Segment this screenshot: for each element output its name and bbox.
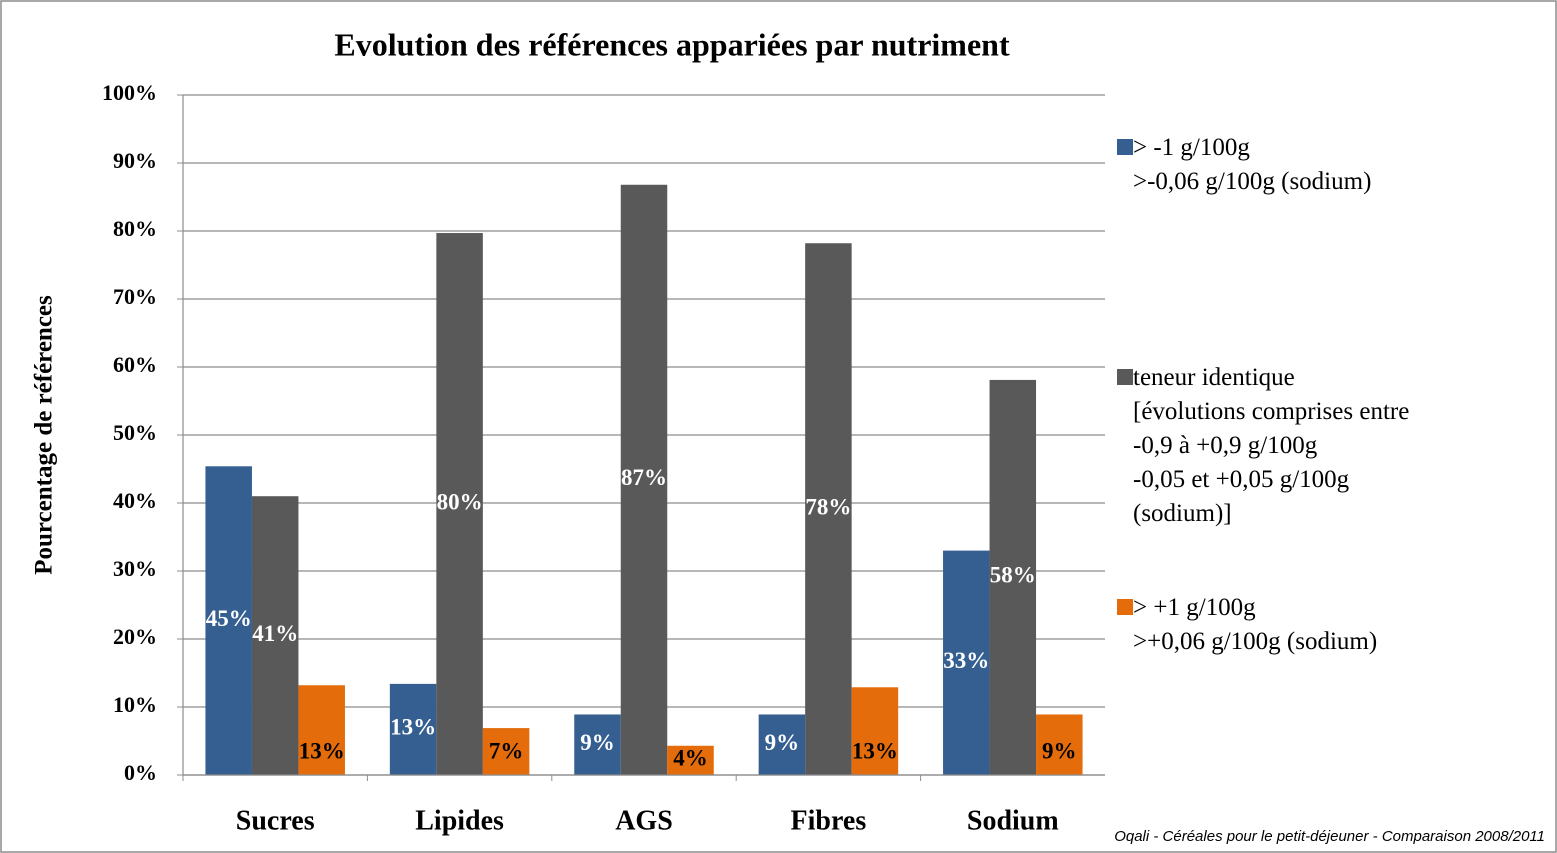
y-axis-label: Pourcentage de références xyxy=(31,295,58,575)
y-tick-label: 70% xyxy=(113,284,157,309)
legend-label: > +1 g/100g >+0,06 g/100g (sodium) xyxy=(1133,594,1378,655)
bar xyxy=(298,685,345,775)
footnote: Oqali - Céréales pour le petit-déjeuner … xyxy=(1114,828,1545,845)
legend-swatch xyxy=(1117,599,1133,615)
data-label: 13% xyxy=(299,738,345,763)
data-label: 9% xyxy=(1042,738,1077,763)
data-label: 4% xyxy=(673,746,708,771)
legend-label: teneur identique [évolutions comprises e… xyxy=(1133,364,1410,527)
bar xyxy=(758,714,806,775)
x-tick-label: Lipides xyxy=(415,805,504,836)
bar xyxy=(436,233,483,776)
data-label: 13% xyxy=(390,715,436,740)
y-tick-label: 60% xyxy=(113,352,157,377)
bar xyxy=(989,379,1037,775)
bar xyxy=(574,714,621,775)
data-label: 7% xyxy=(489,738,524,763)
bar xyxy=(943,550,990,775)
y-tick-label: 30% xyxy=(113,556,157,581)
data-label: 87% xyxy=(621,465,667,490)
data-label: 41% xyxy=(252,621,298,646)
y-tick-label: 100% xyxy=(102,80,157,105)
bar xyxy=(482,728,530,775)
bar xyxy=(205,466,252,775)
bar xyxy=(805,243,852,776)
data-label: 9% xyxy=(765,730,800,755)
data-label: 78% xyxy=(805,494,851,519)
bar xyxy=(851,687,899,775)
legend-swatch xyxy=(1117,139,1133,155)
data-label: 9% xyxy=(580,730,615,755)
y-tick-label: 0% xyxy=(124,760,157,785)
legend-swatch xyxy=(1117,369,1133,385)
x-tick-label: Sodium xyxy=(967,805,1059,836)
bar xyxy=(667,745,714,775)
y-tick-label: 90% xyxy=(113,148,157,173)
chart-title: Evolution des références appariées par n… xyxy=(334,26,1010,62)
y-tick-label: 80% xyxy=(113,216,157,241)
legend-label: > -1 g/100g >-0,06 g/100g (sodium) xyxy=(1133,134,1372,195)
bar xyxy=(251,496,299,775)
y-tick-label: 20% xyxy=(113,624,157,649)
data-label: 58% xyxy=(990,563,1036,588)
y-tick-label: 50% xyxy=(113,420,157,445)
bar xyxy=(620,184,668,775)
y-tick-label: 10% xyxy=(113,692,157,717)
bar xyxy=(389,683,437,775)
x-tick-label: Sucres xyxy=(236,805,315,836)
bar xyxy=(1036,714,1083,775)
data-label: 80% xyxy=(437,489,483,514)
x-tick-label: AGS xyxy=(615,805,673,836)
data-label: 33% xyxy=(943,648,989,673)
data-label: 45% xyxy=(206,606,252,631)
data-label: 13% xyxy=(852,738,898,763)
y-tick-label: 40% xyxy=(113,488,157,513)
x-tick-label: Fibres xyxy=(791,805,867,836)
